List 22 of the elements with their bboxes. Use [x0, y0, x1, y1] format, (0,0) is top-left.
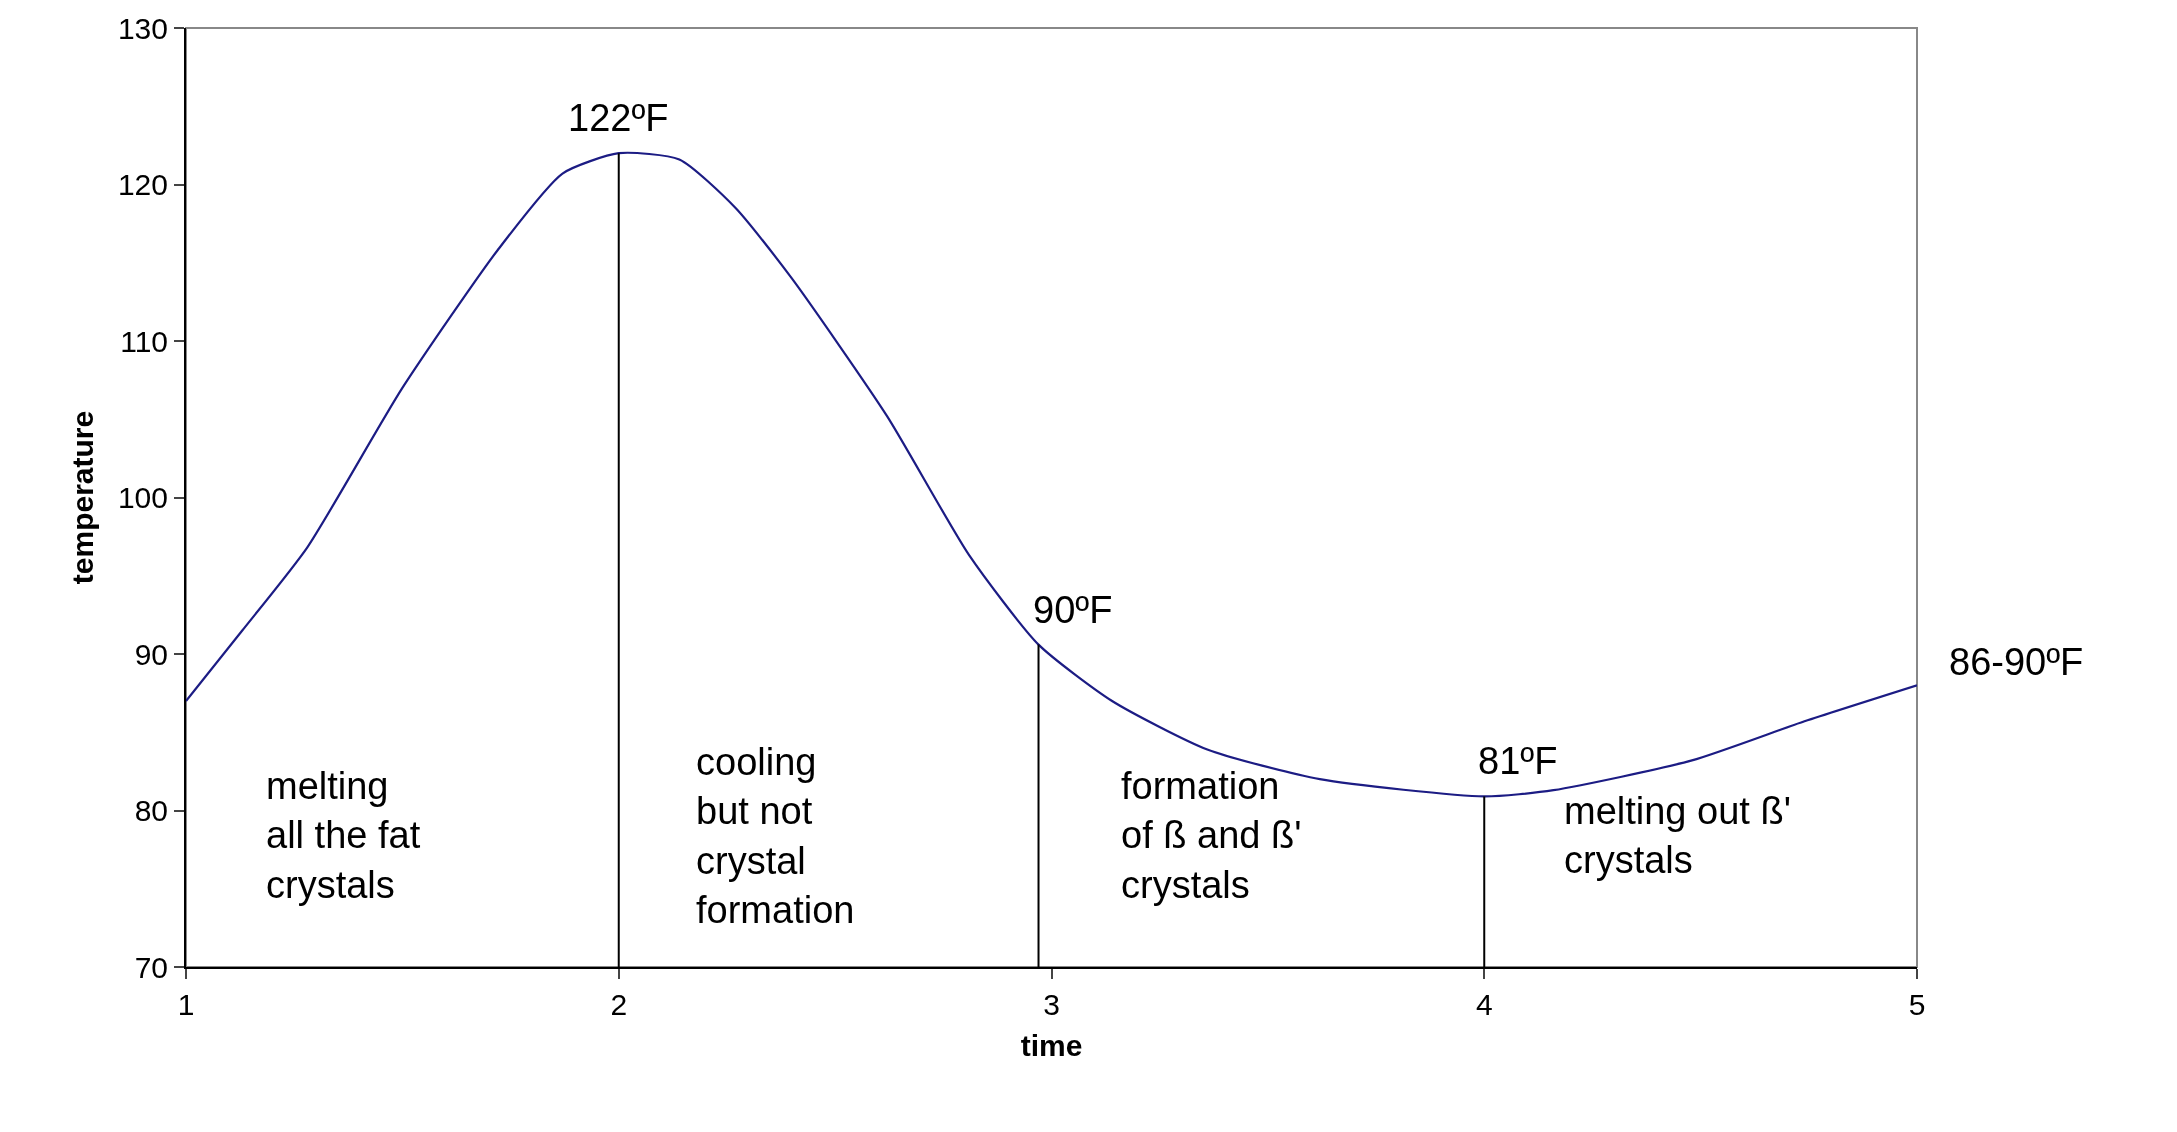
x-tick-label: 4 — [1475, 988, 1493, 1021]
y-tick-label: 120 — [117, 168, 168, 201]
annotation: formation of ß and ß' crystals — [1121, 765, 1302, 906]
annotation: melting all the fat crystals — [266, 765, 421, 906]
x-tick-label: 2 — [610, 988, 628, 1021]
x-tick-label: 1 — [177, 988, 195, 1021]
y-tick-label: 130 — [117, 11, 168, 45]
x-axis-title: time — [1020, 1029, 1083, 1062]
annotation: cooling but not crystal formation — [696, 741, 855, 932]
annotation: melting out ß' crystals — [1564, 790, 1791, 882]
y-tick-label: 110 — [120, 324, 168, 358]
y-axis-title: temperature — [66, 410, 100, 585]
x-tick-label: 3 — [1043, 988, 1060, 1021]
annotation: 86-90ºF — [1949, 641, 2084, 683]
annotation: 81ºF — [1478, 740, 1558, 782]
y-tick-label: 100 — [117, 481, 168, 514]
annotation: 90ºF — [1033, 589, 1113, 631]
x-tick-label: 5 — [1908, 988, 1926, 1021]
y-tick-label: 90 — [134, 637, 168, 671]
y-tick-label: 70 — [134, 950, 168, 984]
annotation: 122ºF — [568, 97, 669, 139]
y-tick-label: 80 — [134, 794, 168, 827]
